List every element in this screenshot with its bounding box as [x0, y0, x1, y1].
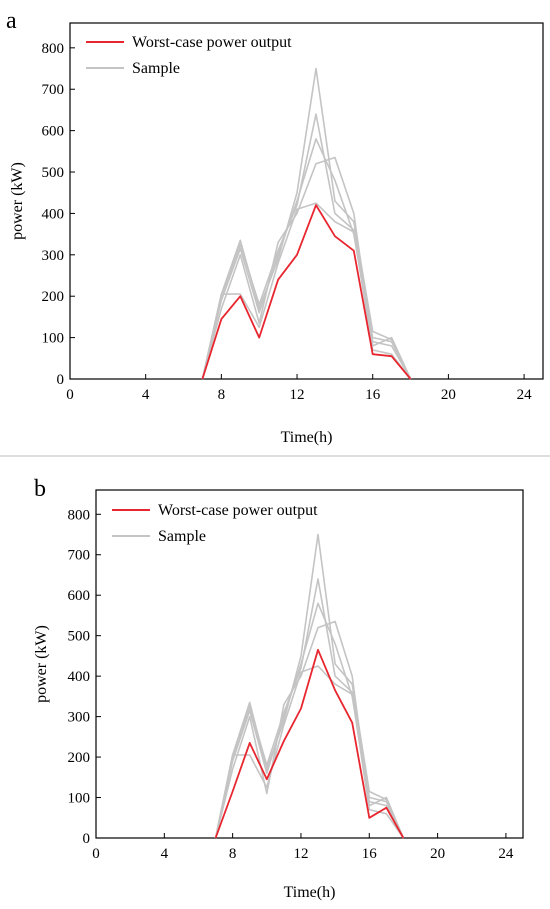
chart-panel-b: b 0 4 8 12 16 20 24 0 100 200 300 400 500 600 700 800 Tim… — [33, 476, 524, 901]
x-axis-label: Time(h) — [281, 429, 333, 446]
x-tick-label: 8 — [229, 846, 237, 862]
plot-frame — [69, 22, 544, 380]
y-tick-label: 800 — [68, 507, 91, 523]
y-tick-label: 0 — [57, 372, 65, 388]
y-tick-label: 800 — [42, 41, 65, 57]
sample-series-line — [214, 620, 405, 839]
sample-series-line — [214, 578, 405, 839]
panel-label: a — [6, 8, 17, 34]
sample-series-line — [201, 202, 412, 380]
sample-series-line — [201, 113, 412, 380]
y-tick-label: 0 — [83, 831, 91, 847]
y-tick-label: 400 — [68, 669, 91, 685]
legend: Worst-case power output Sample — [112, 502, 318, 545]
y-tick-label: 100 — [42, 331, 65, 347]
x-tick-label: 16 — [365, 387, 381, 403]
x-tick-label: 16 — [362, 846, 378, 862]
sample-series-line — [201, 138, 412, 380]
y-tick-label: 200 — [42, 289, 65, 305]
sample-series-line — [214, 665, 405, 839]
y-tick-label: 500 — [68, 629, 91, 645]
x-tick-label: 4 — [161, 846, 169, 862]
x-tick-label: 20 — [441, 387, 456, 403]
x-tick-label: 0 — [66, 387, 74, 403]
legend-label-sample: Sample — [132, 60, 180, 77]
y-axis-label: power (kW) — [33, 625, 50, 703]
legend-label-sample: Sample — [158, 528, 206, 545]
y-tick-label: 600 — [42, 124, 65, 140]
sample-series-line — [201, 67, 412, 380]
y-tick-label: 700 — [42, 82, 65, 98]
x-tick-label: 12 — [293, 846, 308, 862]
sample-series-line — [214, 533, 405, 839]
y-tick-label: 200 — [68, 750, 91, 766]
x-axis-label: Time(h) — [284, 884, 336, 901]
worst-case-series-line — [201, 204, 412, 380]
x-tick-label: 24 — [498, 846, 514, 862]
x-tick-label: 20 — [430, 846, 445, 862]
y-tick-label: 400 — [42, 206, 65, 222]
panel-label: b — [34, 476, 46, 502]
chart-panel-a: a 0 4 8 12 16 20 24 0 100 200 300 400 500 600 700 800 Tim… — [6, 8, 544, 446]
y-tick-label: 600 — [68, 588, 91, 604]
sample-series-line — [201, 156, 412, 380]
y-tick-label: 100 — [68, 791, 91, 807]
plot-frame — [95, 489, 524, 839]
x-tick-label: 12 — [290, 387, 305, 403]
legend-label-worst-case: Worst-case power output — [132, 34, 292, 51]
y-tick-label: 300 — [68, 710, 91, 726]
worst-case-series-line — [214, 648, 405, 839]
sample-series-line — [214, 602, 405, 839]
legend-label-worst-case: Worst-case power output — [158, 502, 318, 519]
legend: Worst-case power output Sample — [86, 34, 292, 77]
x-tick-label: 24 — [517, 387, 533, 403]
x-tick-label: 0 — [92, 846, 100, 862]
x-tick-label: 4 — [142, 387, 150, 403]
x-tick-label: 8 — [218, 387, 226, 403]
y-tick-label: 500 — [42, 165, 65, 181]
y-tick-label: 300 — [42, 248, 65, 264]
y-tick-label: 700 — [68, 548, 91, 564]
y-axis-label: power (kW) — [9, 162, 26, 240]
